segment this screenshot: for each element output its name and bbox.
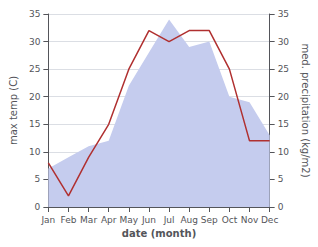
svg-text:max temp (C): max temp (C) [8,76,19,145]
svg-text:5: 5 [35,174,41,184]
svg-text:Jun: Jun [141,215,156,225]
svg-text:Jan: Jan [40,215,55,225]
svg-text:Jul: Jul [163,215,175,225]
svg-text:Mar: Mar [80,215,97,225]
svg-text:15: 15 [29,119,40,129]
svg-text:Feb: Feb [61,215,77,225]
svg-text:35: 35 [278,9,289,19]
svg-text:30: 30 [278,37,290,47]
svg-text:10: 10 [278,147,290,157]
svg-text:Apr: Apr [101,215,117,225]
svg-text:30: 30 [29,37,41,47]
svg-text:Nov: Nov [241,215,259,225]
svg-text:Sep: Sep [201,215,218,225]
svg-text:35: 35 [29,9,40,19]
svg-text:20: 20 [278,92,290,102]
svg-text:May: May [120,215,139,225]
svg-text:15: 15 [278,119,289,129]
svg-text:Dec: Dec [261,215,278,225]
svg-text:25: 25 [278,64,289,74]
svg-text:25: 25 [29,64,40,74]
svg-text:20: 20 [29,92,41,102]
svg-text:date (month): date (month) [122,228,196,239]
svg-text:Aug: Aug [180,215,198,225]
svg-text:10: 10 [29,147,41,157]
svg-text:med. precipitation (kg/m2): med. precipitation (kg/m2) [300,43,311,177]
svg-text:0: 0 [35,202,41,212]
svg-text:Oct: Oct [222,215,238,225]
svg-text:0: 0 [278,202,284,212]
svg-text:5: 5 [278,174,284,184]
